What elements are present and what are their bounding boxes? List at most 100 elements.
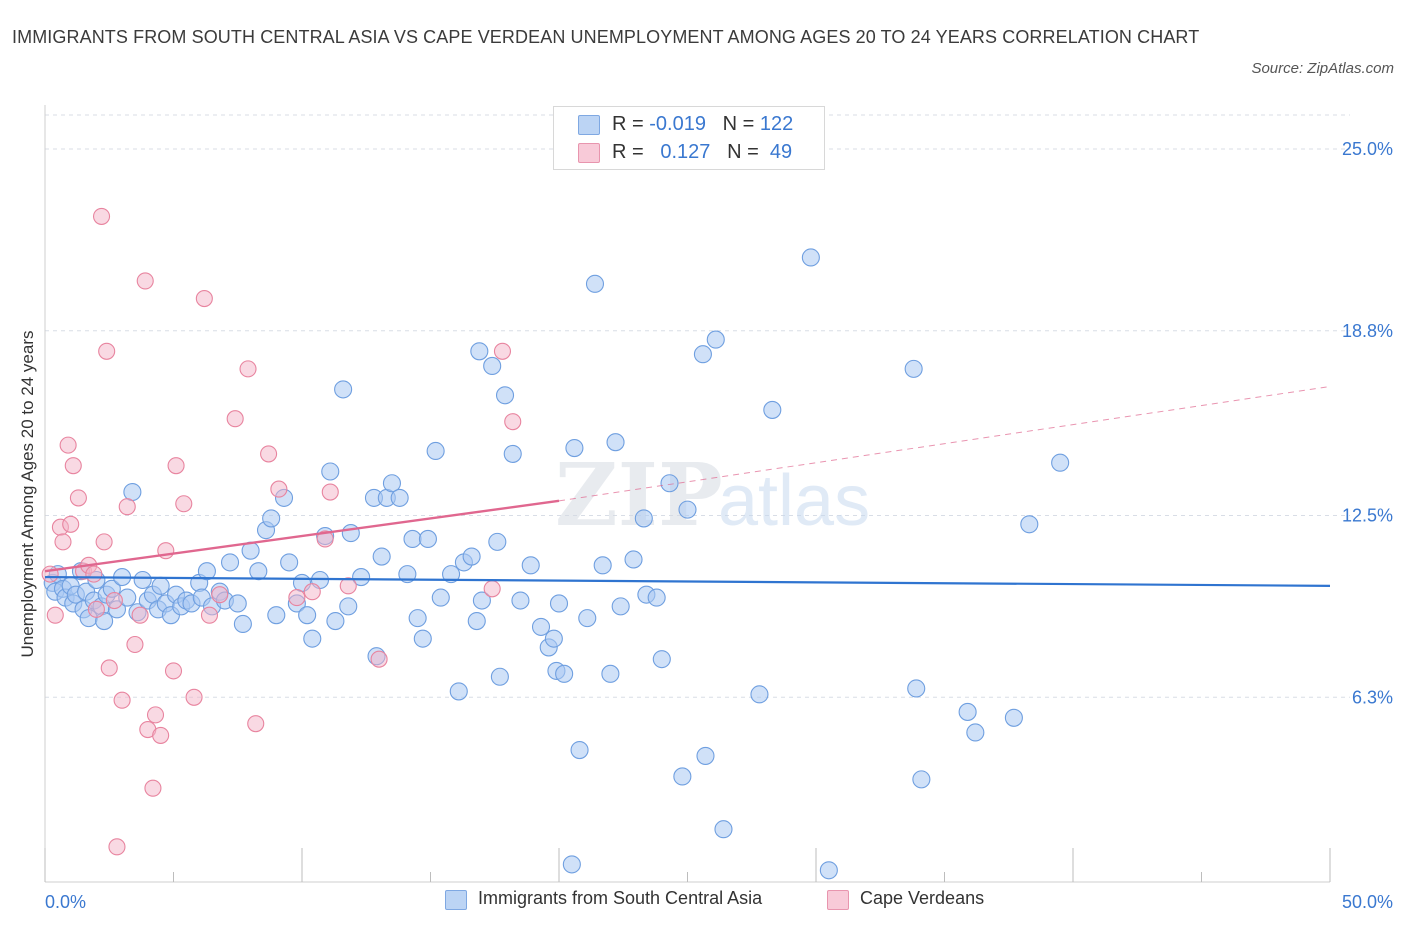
data-point-blue[interactable]: [706, 330, 725, 349]
data-point-blue[interactable]: [750, 685, 769, 704]
data-point-blue[interactable]: [531, 617, 551, 636]
data-point-blue[interactable]: [470, 342, 489, 361]
data-point-pink[interactable]: [339, 577, 357, 595]
data-point-blue[interactable]: [593, 556, 612, 575]
data-point-pink[interactable]: [144, 779, 162, 797]
data-point-pink[interactable]: [87, 600, 105, 618]
data-point-blue[interactable]: [403, 529, 422, 548]
data-point-blue[interactable]: [220, 553, 240, 572]
data-point-blue[interactable]: [912, 770, 931, 789]
data-point-blue[interactable]: [233, 614, 252, 634]
data-point-blue[interactable]: [611, 597, 630, 616]
data-point-pink[interactable]: [195, 289, 213, 308]
data-point-pink[interactable]: [270, 480, 288, 498]
data-point-pink[interactable]: [321, 483, 339, 501]
data-point-blue[interactable]: [801, 248, 820, 267]
data-point-blue[interactable]: [647, 588, 666, 607]
data-point-pink[interactable]: [118, 498, 136, 516]
data-point-blue[interactable]: [467, 611, 486, 631]
data-point-pink[interactable]: [200, 606, 219, 624]
data-point-blue[interactable]: [398, 565, 417, 584]
data-point-pink[interactable]: [131, 606, 149, 624]
data-point-blue[interactable]: [431, 588, 450, 607]
data-point-blue[interactable]: [418, 529, 437, 548]
data-point-pink[interactable]: [100, 659, 118, 677]
data-point-blue[interactable]: [339, 597, 358, 616]
data-point-pink[interactable]: [113, 691, 131, 709]
data-point-blue[interactable]: [904, 359, 923, 378]
data-point-blue[interactable]: [544, 629, 563, 648]
data-point-blue[interactable]: [601, 664, 620, 683]
data-point-blue[interactable]: [570, 741, 589, 760]
data-point-blue[interactable]: [267, 606, 286, 625]
data-point-blue[interactable]: [249, 562, 268, 581]
data-point-pink[interactable]: [85, 565, 103, 583]
data-point-blue[interactable]: [321, 462, 340, 481]
data-point-blue[interactable]: [696, 746, 715, 765]
data-point-blue[interactable]: [488, 532, 507, 551]
data-point-blue[interactable]: [634, 509, 653, 528]
data-point-pink[interactable]: [69, 489, 87, 507]
data-point-pink[interactable]: [59, 436, 77, 454]
data-point-pink[interactable]: [370, 650, 388, 668]
data-point-pink[interactable]: [146, 706, 165, 724]
data-point-blue[interactable]: [585, 274, 605, 293]
data-point-blue[interactable]: [907, 679, 926, 698]
data-point-blue[interactable]: [298, 606, 317, 625]
data-point-pink[interactable]: [95, 533, 113, 551]
data-point-pink[interactable]: [152, 726, 170, 744]
data-point-blue[interactable]: [606, 433, 625, 452]
data-point-pink[interactable]: [260, 445, 278, 463]
data-point-blue[interactable]: [133, 570, 152, 590]
data-point-blue[interactable]: [326, 611, 345, 631]
data-point-pink[interactable]: [92, 207, 111, 225]
data-point-blue[interactable]: [819, 861, 838, 880]
data-point-pink[interactable]: [493, 342, 512, 360]
data-point-blue[interactable]: [449, 682, 468, 701]
data-point-pink[interactable]: [164, 662, 183, 680]
data-point-blue[interactable]: [151, 576, 170, 595]
data-point-blue[interactable]: [549, 594, 569, 613]
data-point-pink[interactable]: [211, 586, 229, 604]
data-point-pink[interactable]: [316, 530, 334, 548]
data-point-blue[interactable]: [490, 667, 509, 686]
data-point-blue[interactable]: [578, 609, 597, 628]
data-point-blue[interactable]: [562, 855, 581, 874]
data-point-blue[interactable]: [382, 474, 402, 493]
data-point-pink[interactable]: [108, 838, 126, 856]
data-point-blue[interactable]: [966, 723, 985, 742]
data-point-blue[interactable]: [262, 509, 281, 528]
data-point-pink[interactable]: [62, 515, 80, 533]
data-point-blue[interactable]: [714, 820, 733, 839]
data-point-pink[interactable]: [167, 457, 185, 475]
data-point-blue[interactable]: [390, 488, 409, 507]
data-point-blue[interactable]: [624, 550, 643, 569]
data-point-pink[interactable]: [175, 495, 193, 513]
data-point-blue[interactable]: [483, 356, 502, 376]
data-point-blue[interactable]: [442, 565, 461, 584]
data-point-blue[interactable]: [521, 556, 540, 575]
data-point-pink[interactable]: [54, 533, 72, 551]
data-point-blue[interactable]: [763, 400, 782, 419]
data-point-blue[interactable]: [413, 629, 432, 648]
data-point-blue[interactable]: [958, 702, 977, 721]
data-point-blue[interactable]: [660, 474, 679, 493]
data-point-blue[interactable]: [1020, 515, 1039, 534]
data-point-blue[interactable]: [280, 553, 299, 572]
data-point-blue[interactable]: [352, 568, 371, 587]
data-point-blue[interactable]: [693, 345, 712, 364]
data-point-blue[interactable]: [426, 441, 445, 461]
data-point-blue[interactable]: [652, 650, 671, 669]
data-point-blue[interactable]: [303, 629, 322, 648]
data-point-blue[interactable]: [472, 591, 491, 610]
data-point-blue[interactable]: [555, 664, 574, 683]
data-point-blue[interactable]: [341, 524, 360, 543]
data-point-pink[interactable]: [126, 635, 144, 654]
data-point-blue[interactable]: [462, 547, 481, 566]
data-point-blue[interactable]: [503, 444, 522, 463]
data-point-blue[interactable]: [1051, 453, 1070, 472]
data-point-pink[interactable]: [46, 606, 64, 624]
data-point-blue[interactable]: [123, 482, 142, 502]
data-point-blue[interactable]: [334, 380, 353, 399]
data-point-pink[interactable]: [504, 413, 522, 431]
